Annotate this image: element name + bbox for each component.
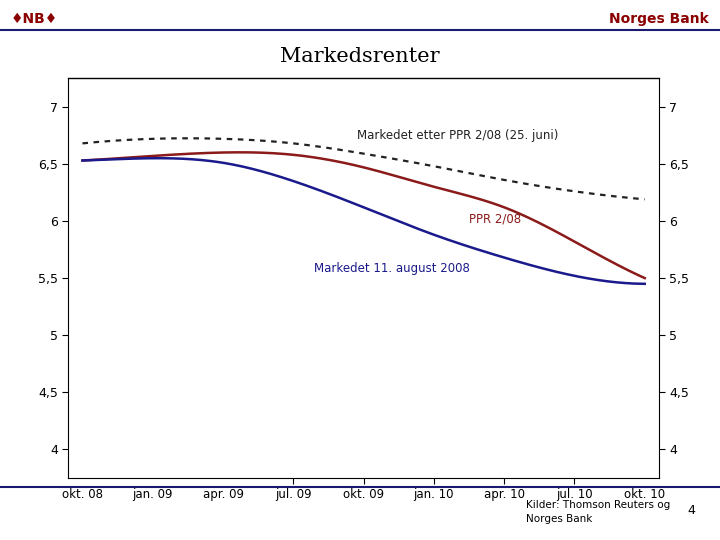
Text: Norges Bank: Norges Bank (526, 515, 592, 524)
Text: Kilder: Thomson Reuters og: Kilder: Thomson Reuters og (526, 500, 670, 510)
Text: PPR 2/08: PPR 2/08 (469, 212, 521, 225)
Text: 4: 4 (687, 504, 695, 517)
Text: Markedet etter PPR 2/08 (25. juni): Markedet etter PPR 2/08 (25. juni) (356, 129, 558, 142)
Text: Markedet 11. august 2008: Markedet 11. august 2008 (315, 262, 470, 275)
Text: Norges Bank: Norges Bank (609, 12, 709, 26)
Text: ♦NB♦: ♦NB♦ (11, 12, 58, 26)
Text: Markedsrenter: Markedsrenter (280, 47, 440, 66)
